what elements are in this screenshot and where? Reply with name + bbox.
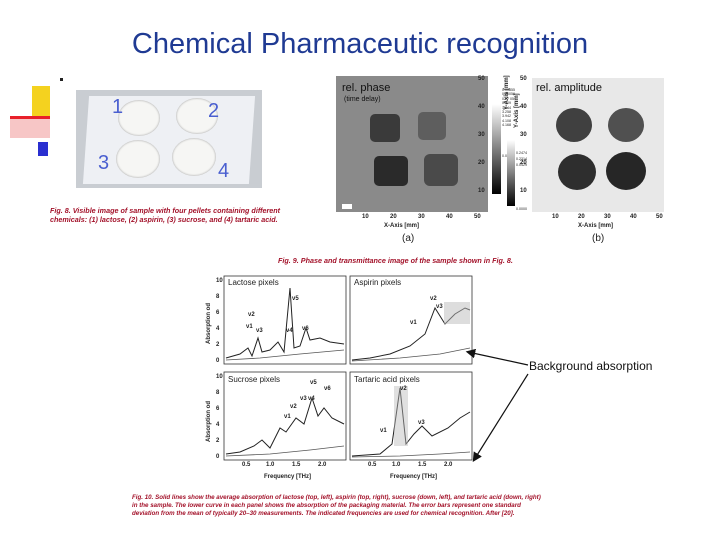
deco-red-square (10, 118, 50, 138)
fig10-base-tartaric (351, 451, 471, 458)
fig9a-blob-1 (370, 114, 400, 142)
fig9a-blob-4 (424, 154, 458, 186)
annotation-arrows (465, 348, 529, 463)
fig10-panel-frame-4 (349, 371, 473, 461)
fig10-base-aspirin (351, 347, 471, 362)
fig9a-x-ticks: 10 20 30 40 50 (362, 214, 481, 220)
fig10-p3-nu: ν1 ν2 ν3 ν4 ν5 ν6 (284, 380, 331, 420)
fig9a-yaxis-label: Y-Axis [mm] (504, 75, 510, 110)
fig9b-x-ticks: 10 20 30 40 50 (552, 214, 663, 220)
fig9b-xaxis-label: X-Axis [mm] (578, 223, 614, 229)
fig10-panel-title-3: Sucrose pixels (228, 375, 281, 384)
fig10-curve-lactose (225, 287, 345, 359)
fig9a-colorbar (492, 104, 501, 194)
fig8-caption: Fig. 8. Visible image of sample with fou… (50, 206, 281, 224)
fig9-caption: Fig. 9. Phase and transmittance image of… (278, 256, 513, 265)
fig10-p1-nu: ν1 ν2 ν3 ν4 ν5 ν6 (246, 296, 309, 334)
fig9a-letter: (a) (402, 233, 415, 244)
slide-title: Chemical Pharmaceutic recognition (131, 28, 589, 60)
deco-red-bar (10, 116, 50, 119)
fig9a-xaxis-label: X-Axis [mm] (384, 223, 420, 229)
fig9a-y-ticks: 50 40 30 20 10 (478, 76, 485, 194)
pellet-4 (172, 138, 216, 176)
fig10-curve-sucrose (225, 396, 345, 455)
fig10-panel-title-2: Aspirin pixels (354, 278, 402, 287)
fig10-p4-nu: ν1 ν2 ν3 (380, 386, 425, 434)
fig10-caption: Fig. 10. Solid lines show the average ab… (132, 494, 541, 518)
deco-bullet-dot (60, 78, 63, 81)
pellet-1 (118, 100, 160, 136)
pellet-2 (176, 98, 218, 134)
fig10-chart (223, 275, 473, 461)
deco-blue-square (38, 142, 48, 156)
fig9b-blob-1 (556, 108, 592, 142)
fig9b-colorbar-ticks: 0.2474 0.2314 0.0429 0.0000 (516, 151, 527, 211)
fig10-x-ticks-right: 0.5 1.0 1.5 2.0 (368, 462, 453, 468)
fig10-curve-tartaric (351, 387, 471, 457)
fig10-errband-tartaric (394, 386, 408, 446)
background-absorption-label: Background absorption (529, 359, 653, 373)
fig9a-white-mark (342, 204, 352, 209)
fig9b-y-ticks: 50 40 30 20 10 (520, 76, 527, 194)
pellet-label-4: 4 (218, 160, 230, 182)
fig10-y-ticks-bottom: 10 8 6 4 2 0 (216, 374, 223, 460)
pellet-label-3: 3 (98, 152, 110, 174)
fig10-p2-nu: ν1 ν2 ν3 (410, 296, 443, 326)
fig10-x-ticks-left: 0.5 1.0 1.5 2.0 (242, 462, 327, 468)
fig10-xlabel-left: Frequency [THz] (264, 474, 312, 480)
arrow-to-top-right-panel (465, 348, 529, 366)
fig10-panel-title-1: Lactose pixels (228, 278, 279, 287)
fig9a-subtitle: (time delay) (344, 96, 381, 103)
pellet-label-2: 2 (208, 100, 220, 122)
pellet-label-1: 1 (112, 96, 124, 118)
fig9b-blob-2 (608, 108, 644, 142)
fig8-photo: 1 2 3 4 (76, 90, 262, 188)
fig10-errband-aspirin (444, 302, 470, 324)
fig10-panel-title-4: Tartaric acid pixels (354, 375, 420, 384)
pellet-3 (116, 140, 160, 178)
fig9a-title: rel. phase (342, 82, 391, 94)
fig10-xlabel-right: Frequency [THz] (390, 474, 438, 480)
fig10-y-ticks-top: 10 8 6 4 2 0 (216, 278, 223, 364)
fig10-panel-frame-3 (223, 371, 347, 461)
fig10-panel-frame-1 (223, 275, 347, 365)
fig9b-blob-3 (558, 154, 596, 190)
fig9b-blob-4 (606, 152, 646, 190)
fig9b-letter: (b) (592, 233, 605, 244)
fig9b-colorbar (507, 140, 515, 206)
fig9b-yaxis-label: Y-Axis [mm] (514, 93, 520, 128)
fig9a-blob-3 (374, 156, 408, 186)
fig10-base-lactose (225, 349, 345, 361)
fig10-ylabel-bottom: Absorption od (206, 401, 212, 442)
fig10-base-sucrose (225, 445, 345, 457)
arrow-to-bottom-right-panel (472, 373, 529, 463)
fig9b-panel: rel. amplitude (532, 78, 664, 212)
fig9b-title: rel. amplitude (536, 82, 603, 94)
fig10-ylabel-top: Absorption od (206, 303, 212, 344)
fig9a-blob-2 (418, 112, 446, 140)
fig9a-panel: rel. phase (time delay) (336, 76, 488, 212)
